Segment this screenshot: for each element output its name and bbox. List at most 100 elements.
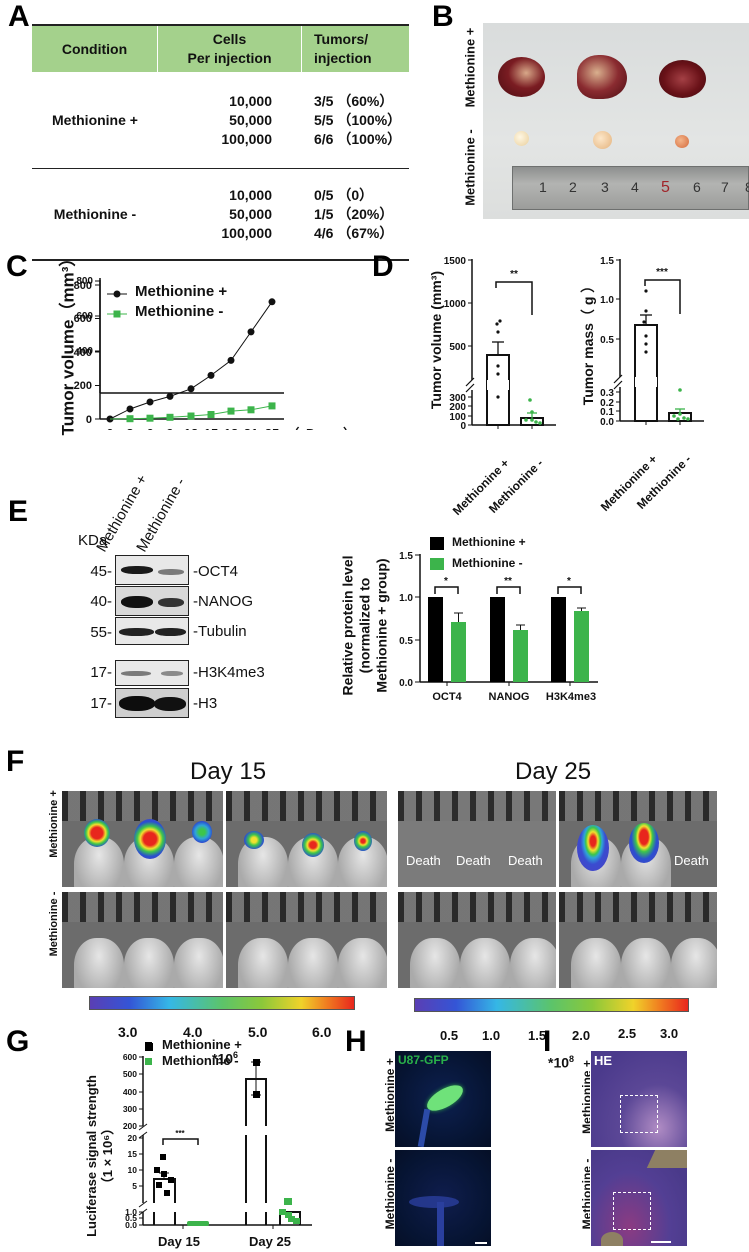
svg-text:**: ** [504,576,512,587]
scale-bar [475,1242,487,1244]
table-group-met-minus: Methionine - 10,000 50,000 100,000 0/5 （… [32,169,409,259]
tumor-small-2 [593,131,612,149]
svg-text:0.3: 0.3 [600,388,614,399]
svg-text:18: 18 [224,426,238,430]
svg-text:200: 200 [123,1121,137,1131]
header-condition: Condition [32,26,158,72]
svg-text:0: 0 [106,426,113,430]
colorbar-day25 [414,998,689,1012]
cbar15-tick-3: 5.0 [248,1024,268,1040]
f-title-day15: Day 15 [190,758,267,785]
table-header-row: Condition Cells Per injection Tumors/inje… [32,24,409,72]
ivis-d25-minus-b [558,891,718,989]
tumor-formation-table: Condition Cells Per injection Tumors/inje… [32,24,409,261]
f-title-day25: Day 25 [515,758,592,785]
cbar25-multiplier: *108 [548,1054,575,1071]
ivis-d25-minus-a [397,891,557,989]
svg-text:9: 9 [166,426,173,430]
svg-text:10: 10 [128,1165,138,1175]
svg-text:3: 3 [126,426,133,430]
g-xtick-day25: Day 25 [249,1234,291,1249]
ruler: 1 2 3 4 5 6 7 8 [512,166,749,210]
svg-text:0.5: 0.5 [125,1213,137,1223]
blot-h3 [115,688,189,718]
svg-text:0.5: 0.5 [399,636,413,647]
svg-text:12: 12 [184,426,198,430]
c-legend-met-minus: Methionine - [135,303,224,320]
ivis-d25-plus-b: Death [558,790,718,888]
svg-text:0.0: 0.0 [600,417,614,428]
c-legend-met-plus: Methionine + [135,283,228,300]
g-legend-swatch-plus [145,1042,152,1049]
cbar25-tick-2: 1.0 [482,1028,501,1043]
panel-i-letter: I [543,1025,552,1058]
svg-text:1.5: 1.5 [600,256,614,267]
kda-oct4: 45- [90,563,112,580]
tumor-large-3 [659,60,706,98]
g-xtick-day15: Day 15 [158,1234,200,1249]
svg-text:***: *** [656,267,668,278]
cbar25-tick-3: 1.5 [528,1028,547,1043]
svg-text:***: *** [175,1129,185,1138]
svg-text:200: 200 [74,380,92,392]
ivis-d15-minus-b [225,891,388,989]
panel-g-letter: G [6,1025,30,1058]
table-divider [32,168,409,169]
svg-text:600: 600 [123,1052,137,1062]
kda-h3: 17- [90,695,112,712]
f-row-label-plus: Methionine + [48,790,60,858]
panel-f-letter: F [6,745,25,778]
svg-text:300: 300 [449,393,466,404]
svg-text:1.0: 1.0 [125,1207,137,1217]
row-label-met-plus: Methionine + [462,27,478,108]
panel-d-letter: D [372,250,394,283]
svg-text:*: * [444,576,448,587]
svg-text:0: 0 [86,414,92,426]
label-nanog: -NANOG [193,593,253,610]
svg-text:1000: 1000 [444,299,467,310]
g-legend-met-minus: Methionine - [162,1053,239,1068]
ivis-d25-plus-a: Death Death Death [397,790,557,888]
svg-text:15: 15 [128,1149,138,1159]
svg-text:20: 20 [128,1133,138,1143]
cbar25-tick-6: 3.0 [660,1026,679,1041]
he-image-minus [590,1149,688,1247]
svg-text:0: 0 [460,421,466,432]
tumor-volume-bar-chart: 1500 1000 500 300 200 100 0 ** [444,256,556,432]
he-image-plus: HE [590,1050,688,1148]
e-xtick-oct4: OCT4 [432,691,462,703]
kda-nanog: 40- [90,593,112,610]
f-row-label-minus: Methionine - [48,891,60,957]
svg-text:800: 800 [74,280,92,292]
cbar15-tick-4: 6.0 [312,1024,332,1040]
cbar15-tick-2: 4.0 [183,1024,203,1040]
chart-c-plot: 800 600 400 200 0 0 3 6 9 12 15 18 21 25… [74,278,356,430]
tumor-large-1 [498,57,545,97]
luciferase-scatter-chart: 600 500 400 300 200 20 15 10 5 1.0 0.5 0… [123,1043,312,1230]
svg-text:1.0: 1.0 [600,295,614,306]
g-legend-swatch-minus [145,1058,152,1065]
svg-text:600: 600 [74,313,92,325]
kda-h3k4me3: 17- [90,664,112,681]
he-label: HE [594,1053,613,1068]
svg-text:0.0: 0.0 [125,1220,137,1230]
tumor-small-1 [514,131,529,146]
cells-cell: 10,000 50,000 100,000 [221,92,272,147]
svg-text:0.5: 0.5 [600,335,614,346]
e-xtick-h3k4me3: H3K4me3 [545,691,597,703]
svg-text:600: 600 [76,311,93,322]
protein-level-bar-chart: 1.5 1.0 0.5 0.0 * ** * [399,540,598,689]
svg-text:5: 5 [132,1181,137,1191]
e-legend-swatch-minus [430,558,444,570]
svg-text:0.2: 0.2 [600,398,614,409]
header-cells: Cells Per injection [158,26,302,72]
svg-text:200: 200 [449,402,466,413]
cbar15-tick-1: 3.0 [118,1024,138,1040]
e-xtick-nanog: NANOG [488,691,530,703]
svg-text:25: 25 [265,426,279,430]
panel-b-letter: B [432,0,454,33]
tumor-mass-bar-chart: 1.5 1.0 0.5 0.3 0.2 0.1 0.0 *** [600,256,704,428]
svg-text:1500: 1500 [444,256,467,267]
table-bottom-rule [32,259,409,261]
svg-text:*: * [567,576,571,587]
